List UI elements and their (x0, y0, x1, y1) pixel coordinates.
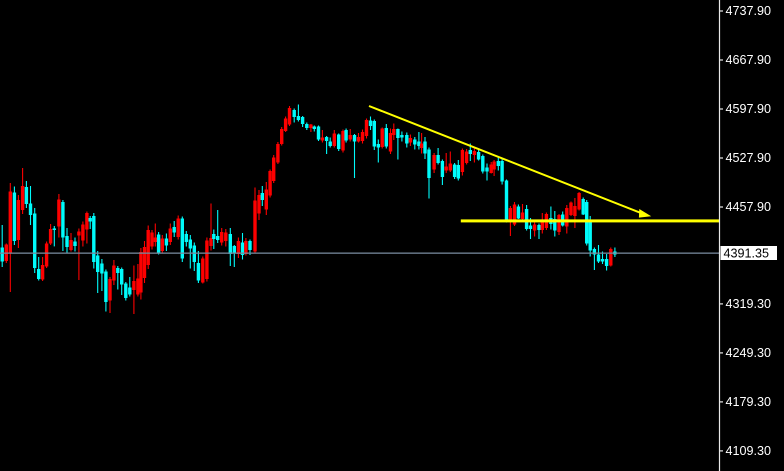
svg-text:4391.35: 4391.35 (724, 246, 770, 260)
svg-text:4667.90: 4667.90 (726, 53, 772, 67)
svg-text:4457.90: 4457.90 (726, 200, 772, 214)
svg-text:4527.90: 4527.90 (726, 151, 772, 165)
svg-text:4109.30: 4109.30 (726, 444, 772, 458)
svg-text:4179.30: 4179.30 (726, 395, 772, 409)
svg-text:4737.90: 4737.90 (726, 4, 772, 18)
svg-text:4597.90: 4597.90 (726, 102, 772, 116)
svg-text:4319.30: 4319.30 (726, 297, 772, 311)
svg-text:4249.30: 4249.30 (726, 346, 772, 360)
